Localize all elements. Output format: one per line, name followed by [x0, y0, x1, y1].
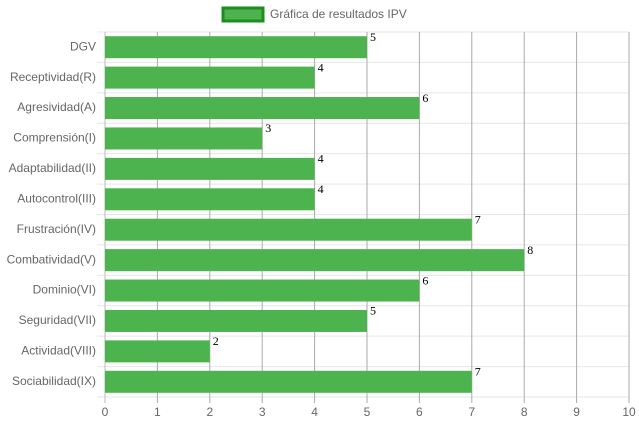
bar [105, 66, 315, 89]
y-tick-label: Sociabilidad(IX) [12, 374, 96, 388]
legend-label: Gráfica de resultados IPV [270, 7, 407, 21]
x-tick-label: 3 [259, 405, 266, 419]
value-label: 8 [527, 243, 533, 257]
bar [105, 36, 367, 59]
y-tick-label: Autocontrol(III) [17, 191, 96, 205]
value-label: 2 [213, 334, 219, 348]
bar [105, 279, 420, 302]
y-tick-label: Dominio(VI) [33, 283, 96, 297]
x-tick-label: 10 [622, 405, 636, 419]
x-tick-label: 8 [521, 405, 528, 419]
bar [105, 218, 472, 241]
value-label: 4 [318, 60, 324, 74]
y-tick-label: Receptividad(R) [10, 70, 96, 84]
bar [105, 309, 367, 332]
value-label: 7 [475, 365, 481, 379]
value-label: 4 [318, 152, 324, 166]
bar [105, 249, 525, 272]
value-label: 7 [475, 212, 481, 226]
value-label: 6 [422, 91, 428, 105]
y-tick-label: Adaptabilidad(II) [9, 161, 96, 175]
value-label: 6 [422, 273, 428, 287]
value-label: 4 [318, 182, 324, 196]
x-tick-label: 2 [206, 405, 213, 419]
x-tick-label: 0 [102, 405, 109, 419]
y-tick-label: Comprensión(I) [13, 131, 96, 145]
value-label: 5 [370, 304, 376, 318]
x-tick-label: 5 [364, 405, 371, 419]
x-tick-label: 6 [416, 405, 423, 419]
y-tick-label: Agresividad(A) [17, 100, 96, 114]
y-tick-label: Seguridad(VII) [19, 313, 96, 327]
x-tick-label: 9 [573, 405, 580, 419]
x-tick-label: 4 [311, 405, 318, 419]
bar [105, 127, 263, 150]
value-label: 5 [370, 30, 376, 44]
legend-swatch [221, 6, 265, 23]
bar [105, 188, 315, 211]
bar [105, 97, 420, 120]
bar [105, 370, 472, 393]
x-tick-label: 7 [468, 405, 475, 419]
y-tick-label: Frustración(IV) [17, 222, 96, 236]
y-tick-label: Combatividad(V) [7, 252, 96, 266]
y-tick-label: DGV [70, 39, 96, 53]
x-tick-label: 1 [154, 405, 161, 419]
bar [105, 340, 210, 363]
value-label: 3 [265, 121, 271, 135]
bar [105, 157, 315, 180]
y-tick-label: Actividad(VIII) [21, 344, 96, 358]
